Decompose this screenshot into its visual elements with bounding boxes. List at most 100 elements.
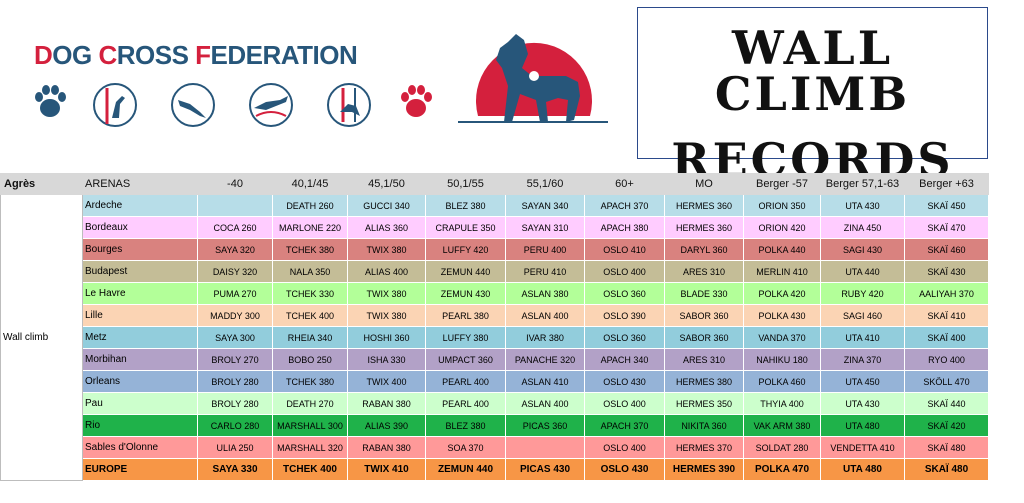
record-cell: ULIA 250 — [197, 436, 273, 459]
arena-name: Le Havre — [82, 282, 198, 305]
column-header: MO — [664, 173, 744, 195]
records-table: Agrès ARENAS -40 40,1/45 45,1/50 50,1/55 55,1/… — [0, 173, 989, 481]
column-header: 40,1/45 — [272, 173, 348, 195]
record-cell: TWIX 400 — [347, 370, 426, 393]
record-cell: PEARL 400 — [425, 392, 506, 415]
discipline-label: Wall climb — [0, 194, 83, 481]
record-cell: SABOR 360 — [664, 326, 744, 349]
record-cell: POLKA 460 — [743, 370, 821, 393]
record-cell: SKAÏ 400 — [904, 326, 989, 349]
record-cell: BLEZ 380 — [425, 194, 506, 217]
logo-title-part: C — [98, 40, 117, 70]
record-cell: SKAÏ 420 — [904, 414, 989, 437]
federation-logo-title: DOG CROSS FEDERATION — [34, 40, 358, 71]
record-cell: RABAN 380 — [347, 392, 426, 415]
record-cell: UTA 430 — [820, 194, 905, 217]
record-cell: UTA 430 — [820, 392, 905, 415]
record-cell: DAISY 320 — [197, 260, 273, 283]
record-cell: ZEMUN 440 — [425, 260, 506, 283]
record-cell: COCA 260 — [197, 216, 273, 239]
record-cell: VENDETTA 410 — [820, 436, 905, 459]
record-cell: ALIAS 400 — [347, 260, 426, 283]
record-cell: UTA 480 — [820, 458, 905, 481]
record-cell: HERMES 370 — [664, 436, 744, 459]
record-cell: HERMES 350 — [664, 392, 744, 415]
record-cell: SKAÏ 470 — [904, 216, 989, 239]
record-cell: DEATH 260 — [272, 194, 348, 217]
record-cell: OSLO 430 — [584, 370, 665, 393]
record-cell: MARLONE 220 — [272, 216, 348, 239]
record-cell: MARSHALL 300 — [272, 414, 348, 437]
arena-name: Sables d'Olonne — [82, 436, 198, 459]
record-cell: PICAS 360 — [505, 414, 585, 437]
logo-title-part: EDERATION — [210, 40, 358, 70]
record-cell: BOBO 250 — [272, 348, 348, 371]
arena-name: Rio — [82, 414, 198, 437]
table-row: Morbihan BROLY 270 BOBO 250 ISHA 330 UMPACT … — [1, 348, 989, 371]
column-header: -40 — [197, 173, 273, 195]
record-cell: HERMES 360 — [664, 194, 744, 217]
column-header: Berger +63 — [904, 173, 989, 195]
record-cell: ZEMUN 430 — [425, 282, 506, 305]
record-cell: PEARL 400 — [425, 370, 506, 393]
paw-print-icon — [35, 85, 66, 117]
record-cell: ORION 350 — [743, 194, 821, 217]
record-cell: SOA 370 — [425, 436, 506, 459]
record-cell: SABOR 360 — [664, 304, 744, 327]
logo-title-part: OG — [52, 40, 99, 70]
record-cell: THYIA 400 — [743, 392, 821, 415]
table-row: Pau BROLY 280 DEATH 270 RABAN 380 PEARL 400 A… — [1, 392, 989, 415]
record-cell: POLKA 430 — [743, 304, 821, 327]
record-cell: ASLAN 400 — [505, 392, 585, 415]
record-cell: UTA 410 — [820, 326, 905, 349]
record-cell: PERU 410 — [505, 260, 585, 283]
table-row: Bourges SAYA 320 TCHEK 380 TWIX 380 LUFFY 42… — [1, 238, 989, 261]
record-cell: UMPACT 360 — [425, 348, 506, 371]
record-cell: OSLO 400 — [584, 260, 665, 283]
record-cell: OSLO 400 — [584, 436, 665, 459]
record-cell: SAYAN 340 — [505, 194, 585, 217]
record-cell: SAYA 330 — [197, 458, 273, 481]
record-cell: PERU 400 — [505, 238, 585, 261]
record-cell: LUFFY 380 — [425, 326, 506, 349]
record-cell: BROLY 270 — [197, 348, 273, 371]
record-cell: ALIAS 390 — [347, 414, 426, 437]
record-cell: BROLY 280 — [197, 370, 273, 393]
record-cell: SAYA 300 — [197, 326, 273, 349]
record-cell: TCHEK 330 — [272, 282, 348, 305]
record-cell: UTA 450 — [820, 370, 905, 393]
record-cell: ISHA 330 — [347, 348, 426, 371]
dog-tunnel-icon — [171, 83, 215, 127]
record-cell: NIKITA 360 — [664, 414, 744, 437]
record-cell: PUMA 270 — [197, 282, 273, 305]
record-cell: APACH 370 — [584, 194, 665, 217]
column-header: Berger 57,1-63 — [820, 173, 905, 195]
record-cell: TCHEK 400 — [272, 458, 348, 481]
record-cell: CRAPULE 350 — [425, 216, 506, 239]
record-cell: VAK ARM 380 — [743, 414, 821, 437]
record-cell: ARES 310 — [664, 260, 744, 283]
record-cell: OSLO 360 — [584, 282, 665, 305]
dog-mascot-logo — [458, 34, 608, 123]
record-cell: ORION 420 — [743, 216, 821, 239]
record-cell: NAHIKU 180 — [743, 348, 821, 371]
record-cell: RHEIA 340 — [272, 326, 348, 349]
table-row: Metz SAYA 300 RHEIA 340 HOSHI 360 LUFFY 380 I… — [1, 326, 989, 349]
column-header: Agrès — [0, 173, 83, 195]
record-cell: SKAÏ 410 — [904, 304, 989, 327]
record-cell: IVAR 380 — [505, 326, 585, 349]
record-cell: SAGI 430 — [820, 238, 905, 261]
record-cell: MADDY 300 — [197, 304, 273, 327]
record-cell: TWIX 410 — [347, 458, 426, 481]
record-cell: AALIYAH 370 — [904, 282, 989, 305]
column-header: 55,1/60 — [505, 173, 585, 195]
record-cell: SKAÏ 430 — [904, 260, 989, 283]
arena-name: Budapest — [82, 260, 198, 283]
record-cell: CARLO 280 — [197, 414, 273, 437]
record-cell: TWIX 380 — [347, 238, 426, 261]
logo-title-part: F — [195, 40, 211, 70]
record-cell: SKÖLL 470 — [904, 370, 989, 393]
column-header: Berger -57 — [743, 173, 821, 195]
record-cell: LUFFY 420 — [425, 238, 506, 261]
arena-name: Bordeaux — [82, 216, 198, 239]
